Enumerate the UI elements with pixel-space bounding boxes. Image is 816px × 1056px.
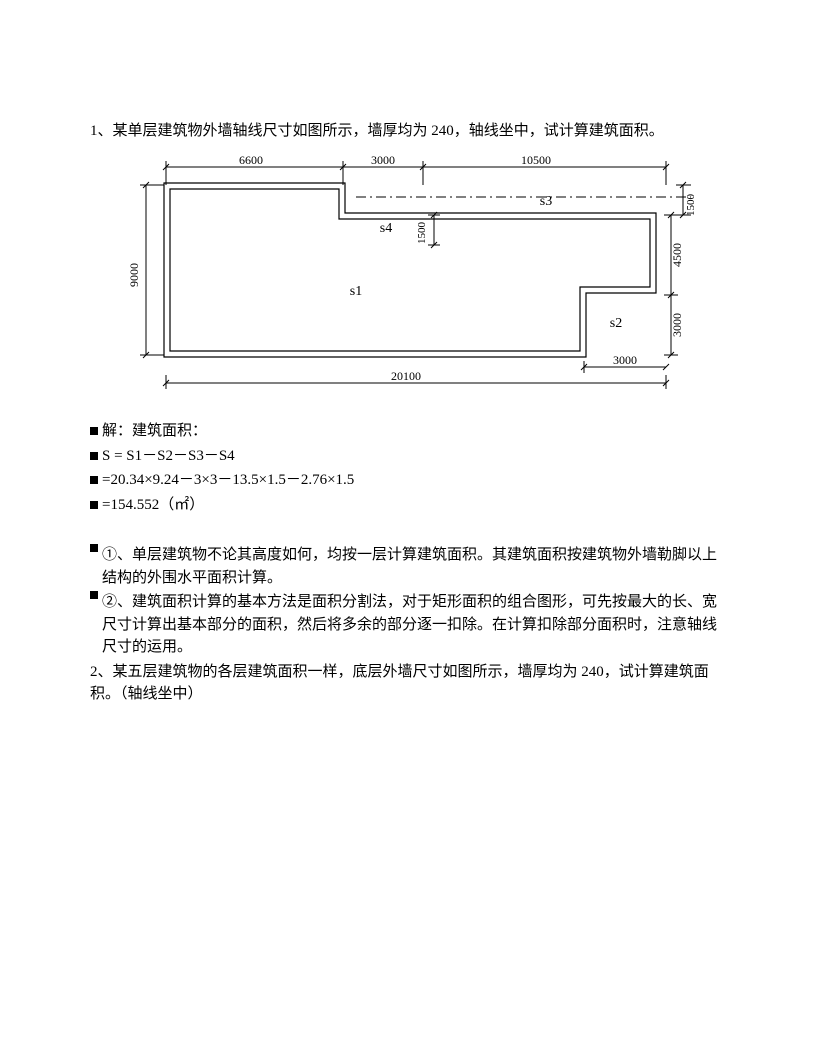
dim-20100: 20100 <box>391 369 421 383</box>
dim-9000: 9000 <box>127 263 141 287</box>
bullet-icon <box>90 476 98 484</box>
dim-3000-bottom: 3000 <box>613 353 637 367</box>
solution-line-1: 解：建筑面积： <box>102 420 207 443</box>
label-s1: s1 <box>349 284 361 299</box>
bullet-icon <box>90 427 98 435</box>
note-1: ①、单层建筑物不论其高度如何，均按一层计算建筑面积。其建筑面积按建筑物外墙勒脚以… <box>102 544 726 589</box>
bullet-icon <box>90 591 98 599</box>
dim-3000: 3000 <box>371 155 395 167</box>
solution-line-3: =20.34×9.24－3×3－13.5×1.5－2.76×1.5 <box>102 469 354 492</box>
solution-block: 解：建筑面积： S = S1－S2－S3－S4 =20.34×9.24－3×3－… <box>90 420 726 516</box>
dim-3000-right: 3000 <box>670 313 684 337</box>
solution-line-4: =154.552（㎡） <box>102 494 204 517</box>
problem-1-text: 1、某单层建筑物外墙轴线尺寸如图所示，墙厚均为 240，轴线坐中，试计算建筑面积… <box>90 120 726 143</box>
label-s3: s3 <box>539 194 551 209</box>
dim-6600: 6600 <box>239 155 263 167</box>
bullet-icon <box>90 501 98 509</box>
note-2: ②、建筑面积计算的基本方法是面积分割法，对于矩形面积的组合图形，可先按最大的长、… <box>102 591 726 659</box>
label-s4: s4 <box>379 221 391 236</box>
problem-2-text: 2、某五层建筑物的各层建筑面积一样，底层外墙尺寸如图所示，墙厚均为 240，试计… <box>90 661 726 706</box>
dim-1500-s4: 1500 <box>416 221 428 244</box>
bullet-icon <box>90 452 98 460</box>
bullet-icon <box>90 544 98 552</box>
dim-4500: 4500 <box>670 243 684 267</box>
notes-block: ①、单层建筑物不论其高度如何，均按一层计算建筑面积。其建筑面积按建筑物外墙勒脚以… <box>90 544 726 706</box>
dim-10500: 10500 <box>521 155 551 167</box>
label-s2: s2 <box>609 316 621 331</box>
solution-line-2: S = S1－S2－S3－S4 <box>102 445 235 468</box>
floor-plan-diagram: 6600 3000 10500 1500 9000 <box>90 155 726 403</box>
